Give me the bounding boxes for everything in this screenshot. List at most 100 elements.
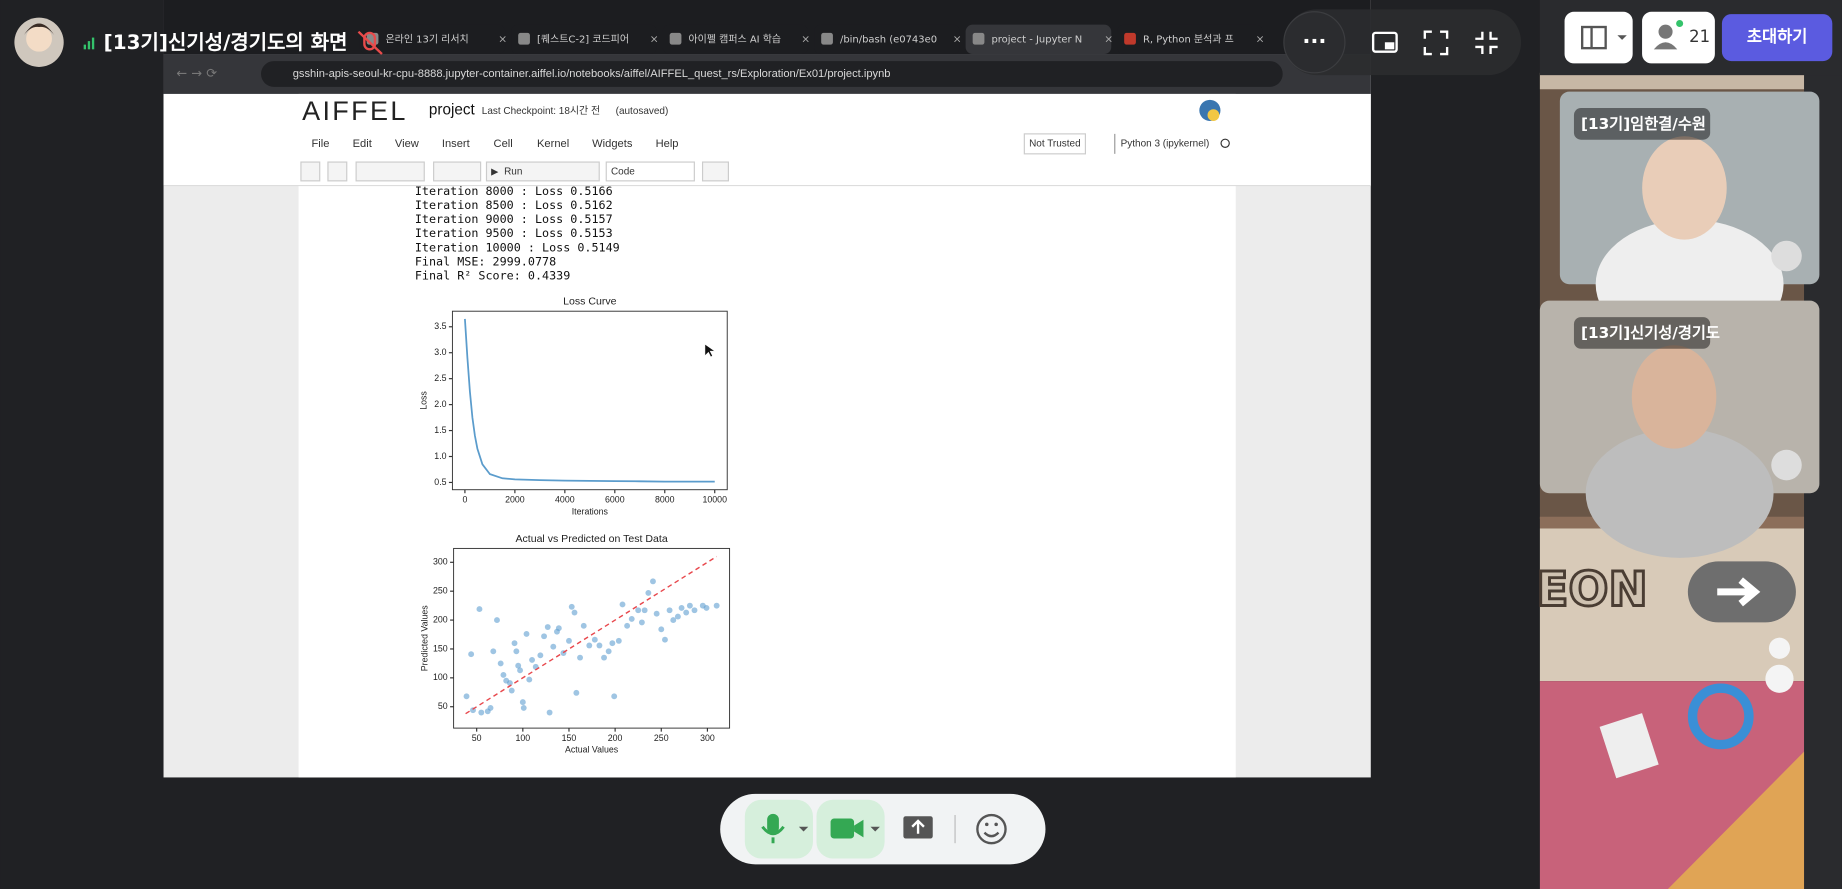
- trust-box[interactable]: [1023, 133, 1086, 155]
- menu-item[interactable]: Edit: [353, 138, 373, 150]
- tab-close[interactable]: ×: [650, 33, 659, 45]
- cell-type-select[interactable]: [605, 161, 695, 182]
- tool-button[interactable]: [355, 161, 425, 182]
- participant-count[interactable]: 21: [1689, 27, 1710, 46]
- scatter-point: [703, 605, 710, 611]
- video-tiles: [13기]임한결/수원 [13기]신기성/경기도: [1539, 91, 1820, 558]
- menu-item[interactable]: File: [312, 138, 330, 150]
- notebook-name[interactable]: project: [429, 101, 476, 118]
- scatter-point: [611, 693, 618, 700]
- tab[interactable]: [1117, 24, 1263, 55]
- invite-button[interactable]: [1721, 14, 1833, 62]
- more-icon[interactable]: ···: [1302, 28, 1326, 53]
- tab-close[interactable]: ×: [953, 33, 962, 45]
- tool-button[interactable]: [433, 161, 482, 182]
- signal-icon: [83, 37, 95, 50]
- tab[interactable]: [359, 24, 506, 55]
- participant-avatar: [1771, 449, 1802, 481]
- x-tick-label: 150: [562, 733, 577, 743]
- people-icon: [1653, 42, 1678, 50]
- tab-title[interactable]: /bin/bash (e0743e0: [840, 34, 937, 45]
- tab-title[interactable]: 아이펠 캠퍼스 AI 학습: [688, 33, 781, 45]
- pip-button[interactable]: [1371, 31, 1398, 53]
- menu-item[interactable]: Kernel: [537, 138, 569, 150]
- mic-icon: [767, 813, 779, 834]
- tool-button[interactable]: [485, 161, 600, 182]
- minimize-button[interactable]: [1475, 31, 1498, 55]
- mic-button[interactable]: [744, 799, 813, 859]
- trust[interactable]: Not Trusted: [1029, 139, 1081, 150]
- scatter-point: [683, 609, 690, 616]
- loss-line: [464, 318, 715, 483]
- emoji-icon: [983, 831, 1000, 838]
- scatter-point: [550, 643, 557, 650]
- participant-name: [13기]임한결/수원: [1581, 115, 1706, 133]
- menu-bar: File Edit View Insert Cell Kernel Widgets Help: [312, 138, 679, 150]
- x-tick-label: 2000: [505, 495, 525, 505]
- invite-label[interactable]: 초대하기: [1747, 27, 1808, 46]
- scatter-point: [568, 603, 575, 610]
- scatter-point: [546, 709, 553, 716]
- scatter-point: [641, 607, 648, 614]
- tab[interactable]: [662, 24, 809, 55]
- scatter-point: [478, 709, 485, 716]
- participant-name: [13기]신기성/경기도: [1581, 324, 1720, 342]
- scatter-point: [463, 693, 470, 700]
- scatter-point: [490, 648, 497, 655]
- scatter-point: [500, 672, 507, 678]
- game-arrow: [1717, 577, 1761, 607]
- menu-item[interactable]: Help: [656, 138, 679, 150]
- x-axis-label: Iterations: [572, 506, 609, 516]
- fullscreen-button[interactable]: [1423, 30, 1449, 56]
- emoji-button[interactable]: [976, 813, 1007, 845]
- scatter-point: [605, 648, 612, 655]
- scatter-point: [515, 662, 522, 669]
- muted-icon: [357, 30, 383, 55]
- x-tick-label: 10000: [703, 495, 728, 505]
- scatter-point: [506, 680, 513, 686]
- menu-item[interactable]: Widgets: [592, 138, 633, 150]
- tool-button[interactable]: [300, 161, 321, 182]
- tab-icon: [518, 32, 530, 45]
- tab[interactable]: [511, 24, 657, 55]
- tab-close[interactable]: ×: [498, 33, 507, 45]
- y-axis-label: Loss: [419, 391, 429, 410]
- name-badge: [1573, 317, 1711, 349]
- tab-close[interactable]: ×: [801, 33, 810, 45]
- tab-title[interactable]: R, Python 분석과 프: [1143, 33, 1234, 45]
- tab-close[interactable]: ×: [1256, 33, 1265, 45]
- run-button[interactable]: Run: [504, 167, 522, 178]
- menu-item[interactable]: Cell: [494, 138, 513, 150]
- person-face: [1642, 136, 1727, 240]
- more-button[interactable]: [1283, 11, 1346, 74]
- tab-icon: [669, 32, 682, 45]
- tab[interactable]: [965, 24, 1112, 55]
- game-sign: EON: [1536, 563, 1647, 618]
- checkpoint: Last Checkpoint: 18시간 전: [482, 105, 600, 117]
- scatter-point: [615, 637, 622, 644]
- participants-button[interactable]: [1642, 11, 1715, 64]
- game-snowman: [1765, 664, 1794, 693]
- menu-item[interactable]: Insert: [442, 138, 471, 150]
- autosave: (autosaved): [616, 106, 669, 117]
- tab[interactable]: [814, 24, 960, 55]
- scatter-point: [468, 651, 475, 658]
- y-tick-label: 150: [433, 643, 448, 653]
- tab-title[interactable]: 온라인 13기 리서치: [385, 33, 468, 45]
- scatter-point: [713, 602, 720, 609]
- dropdown-icon: [870, 826, 880, 832]
- scatter-point: [666, 607, 673, 614]
- menu-item[interactable]: View: [395, 138, 420, 150]
- tool-button[interactable]: [701, 161, 729, 182]
- y-tick-label: 250: [433, 586, 448, 596]
- presenter-title: [13기]신기성/경기도의 화면: [104, 30, 348, 54]
- tab-title[interactable]: [퀘스트C-2] 코드피어: [537, 33, 629, 45]
- tool-button[interactable]: [327, 161, 348, 182]
- scatter-point: [658, 626, 665, 633]
- tab-title[interactable]: project - Jupyter N: [991, 34, 1082, 45]
- layout-button[interactable]: [1564, 11, 1633, 64]
- tab-close[interactable]: ×: [1104, 33, 1113, 45]
- cell-type[interactable]: Code: [611, 167, 635, 178]
